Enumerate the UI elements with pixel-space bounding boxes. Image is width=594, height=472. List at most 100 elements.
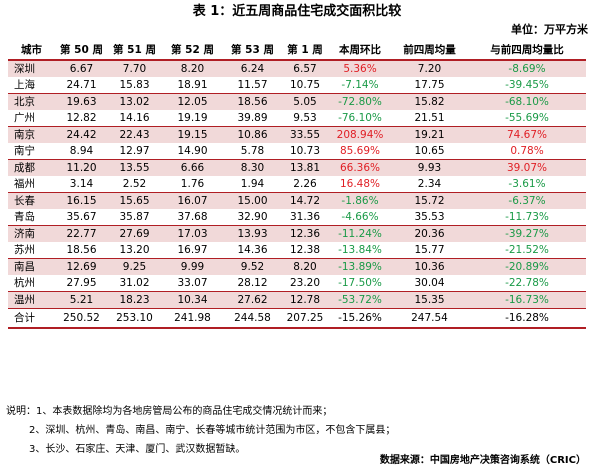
table-row: 温州 5.21 18.23 10.34 27.62 12.78 -53.72% 15.35 -1… [8, 291, 586, 309]
table-row: 福州 3.14 2.52 1.76 1.94 2.26 16.48% 2.34 -3.61% [8, 176, 586, 193]
header-week-53: 第 53 周 [224, 40, 281, 61]
cell-four-week-avg: 15.77 [414, 244, 445, 256]
cell-vs-four-week-avg: -16.73% [468, 291, 586, 309]
cell-city: 南宁 [14, 145, 35, 157]
cell-week-52: 18.91 [177, 79, 208, 91]
cell-city: 杭州 [14, 277, 35, 289]
cell-week-51: 35.87 [119, 211, 150, 223]
cell-week-53: 10.86 [224, 126, 281, 143]
cell-week-50: 16.15 [55, 192, 108, 209]
table-row: 南京 24.42 22.43 19.15 10.86 33.55 208.94% 19.21 7… [8, 126, 586, 143]
cell-vs-four-week-avg: -21.52% [505, 244, 549, 256]
table-row: 北京 19.63 13.02 12.05 18.56 5.05 -72.80% 15.82 -6… [8, 93, 586, 110]
cell-week-1: 33.55 [281, 126, 329, 143]
table-total-row: 合计 250.52 253.10 241.98 244.58 207.25 -15.26% 2… [8, 308, 586, 329]
cell-city: 南昌 [8, 258, 55, 275]
cell-four-week-avg: 21.51 [414, 112, 445, 124]
table-row: 上海 24.71 15.83 18.91 11.57 10.75 -7.14% 17.75 -3… [8, 77, 586, 94]
cell-week-1: 12.38 [289, 244, 321, 256]
cell-week-1: 31.36 [289, 211, 321, 223]
cell-wow-change: 66.36% [329, 159, 391, 176]
cell-week-51: 22.43 [108, 126, 161, 143]
cell-city: 苏州 [14, 244, 35, 256]
cell-week-52: 9.99 [161, 258, 224, 275]
cell-city: 济南 [8, 225, 55, 242]
area-comparison-table: 城市 第 50 周 第 51 周 第 52 周 第 53 周 第 1 周 本周环… [8, 40, 586, 329]
table-row: 苏州 18.56 13.20 16.97 14.36 12.38 -13.84% 15.77 -… [8, 242, 586, 259]
cell-four-week-avg: 15.35 [391, 291, 468, 309]
cell-vs-four-week-avg: -20.89% [468, 258, 586, 275]
cell-week-50: 3.14 [69, 178, 94, 190]
cell-week-52: 1.76 [180, 178, 205, 190]
cell-week-52: 8.20 [161, 60, 224, 77]
cell-four-week-avg: 17.75 [414, 79, 445, 91]
cell-week-51: 12.97 [119, 145, 150, 157]
cell-week-52: 16.07 [161, 192, 224, 209]
cell-week-53: 18.56 [224, 93, 281, 110]
cell-wow-change: -7.14% [341, 79, 379, 91]
table-row: 长春 16.15 15.65 16.07 15.00 14.72 -1.86% 15.72 -6… [8, 192, 586, 209]
note-line-3: 3、长沙、石家庄、天津、厦门、武汉数据暂缺。 [29, 444, 246, 455]
cell-week-53: 14.36 [237, 244, 268, 256]
page-title: 表 1：近五周商品住宅成交面积比较 [192, 4, 402, 19]
cell-week-50: 24.42 [55, 126, 108, 143]
data-source: 数据来源：中国房地产决策咨询系统（CRIC） [379, 455, 586, 466]
header-week-52: 第 52 周 [161, 40, 224, 61]
note-line-2: 2、深圳、杭州、青岛、南昌、南宁、长春等城市统计范围为市区，不包含下属县； [29, 425, 396, 436]
cell-four-week-avg: 2.34 [417, 178, 442, 190]
cell-week-51: 14.16 [119, 112, 150, 124]
total-wow-change: -15.26% [329, 308, 391, 329]
cell-week-1: 6.57 [281, 60, 329, 77]
cell-vs-four-week-avg: 0.78% [510, 145, 544, 157]
cell-city: 长春 [8, 192, 55, 209]
total-week-52: 241.98 [161, 308, 224, 329]
cell-four-week-avg: 7.20 [391, 60, 468, 77]
cell-four-week-avg: 30.04 [414, 277, 445, 289]
cell-vs-four-week-avg: 39.07% [468, 159, 586, 176]
cell-week-52: 14.90 [177, 145, 208, 157]
cell-week-53: 15.00 [224, 192, 281, 209]
header-week-51: 第 51 周 [108, 40, 161, 61]
cell-vs-four-week-avg: -22.78% [505, 277, 549, 289]
cell-week-1: 13.81 [281, 159, 329, 176]
cell-week-1: 14.72 [281, 192, 329, 209]
cell-wow-change: -4.66% [341, 211, 379, 223]
cell-vs-four-week-avg: -39.27% [468, 225, 586, 242]
cell-city: 广州 [14, 112, 35, 124]
table-row: 南宁 8.94 12.97 14.90 5.78 10.73 85.69% 10.65 0.78… [8, 143, 586, 160]
table-row: 济南 22.77 27.69 17.03 13.93 12.36 -11.24% 20.36-… [8, 225, 586, 242]
cell-week-50: 6.67 [55, 60, 108, 77]
cell-week-1: 10.75 [289, 79, 321, 91]
cell-week-53: 28.12 [237, 277, 268, 289]
header-wow-change: 本周环比 [329, 40, 391, 61]
cell-week-52: 17.03 [161, 225, 224, 242]
cell-four-week-avg: 15.72 [391, 192, 468, 209]
cell-wow-change: -13.84% [338, 244, 382, 256]
total-four-week-avg: 247.54 [391, 308, 468, 329]
cell-week-52: 37.68 [177, 211, 208, 223]
cell-week-50: 12.69 [55, 258, 108, 275]
cell-week-50: 35.67 [66, 211, 97, 223]
cell-week-50: 5.21 [55, 291, 108, 309]
cell-week-1: 5.05 [281, 93, 329, 110]
header-week-1: 第 1 周 [281, 40, 329, 61]
cell-week-1: 9.53 [293, 112, 317, 124]
cell-wow-change: -76.10% [338, 112, 382, 124]
cell-vs-four-week-avg: -3.61% [508, 178, 546, 190]
cell-week-52: 16.97 [177, 244, 208, 256]
cell-city: 上海 [14, 79, 35, 91]
cell-week-52: 12.05 [161, 93, 224, 110]
cell-wow-change: -72.80% [329, 93, 391, 110]
cell-week-1: 8.20 [281, 258, 329, 275]
cell-week-50: 22.77 [55, 225, 108, 242]
cell-week-50: 19.63 [55, 93, 108, 110]
header-week-50: 第 50 周 [55, 40, 108, 61]
cell-week-52: 19.19 [177, 112, 208, 124]
table-row: 深圳 6.67 7.70 8.20 6.24 6.57 5.36% 7.20 -8.69% [8, 60, 586, 77]
cell-week-1: 23.20 [289, 277, 321, 289]
cell-week-53: 32.90 [237, 211, 268, 223]
cell-week-53: 11.57 [237, 79, 268, 91]
cell-wow-change: 5.36% [329, 60, 391, 77]
cell-week-50: 18.56 [66, 244, 97, 256]
cell-week-52: 33.07 [177, 277, 208, 289]
